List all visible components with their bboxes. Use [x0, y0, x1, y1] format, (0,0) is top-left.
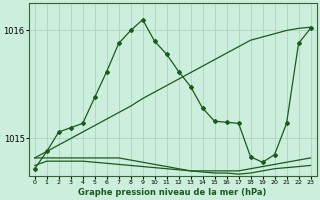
X-axis label: Graphe pression niveau de la mer (hPa): Graphe pression niveau de la mer (hPa) — [78, 188, 267, 197]
